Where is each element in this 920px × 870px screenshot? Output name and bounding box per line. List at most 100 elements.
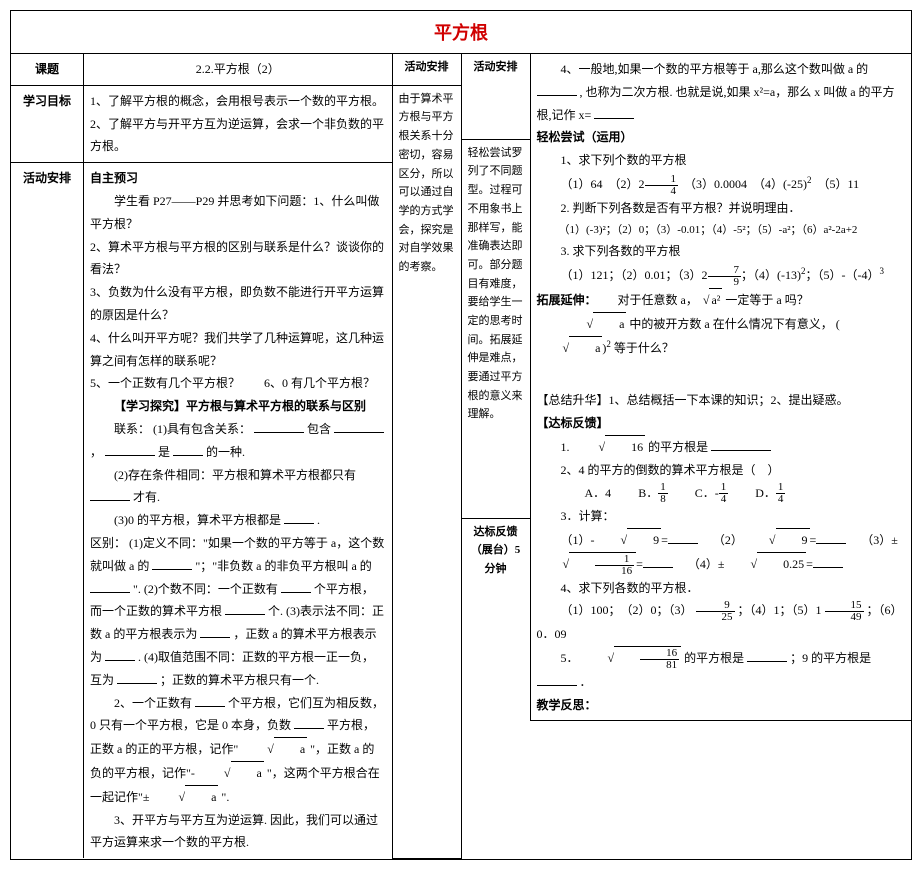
blank	[225, 602, 265, 615]
goals-cell: 1、了解平方根的概念，会用根号表示一个数的平方根。 2、了解平方与开平方互为逆运…	[84, 85, 393, 162]
ext: 拓展延伸： 对于任意数 a， a² 一定等于 a 吗？	[537, 288, 906, 312]
spacer	[537, 359, 906, 389]
link1e: 的一种.	[206, 445, 245, 459]
diff3c: .	[138, 650, 141, 664]
ext-q2b: 等于什么？	[614, 341, 674, 355]
blank	[668, 531, 698, 544]
sqrt-a-icon: a	[537, 336, 603, 360]
blank	[711, 438, 771, 451]
preview-q3: 3、负数为什么没有平方根，即负数不能进行开平方运算的原因是什么？	[90, 281, 386, 327]
fb5: 5． 1681 的平方根是 ；9 的平方根是 ．	[537, 646, 906, 694]
link1c: ，	[90, 445, 102, 459]
blank	[284, 511, 314, 524]
fb2d: D．	[755, 486, 776, 500]
link3: (3)0 的平方根，算术平方根都是 .	[90, 509, 386, 532]
fb1: 1. 16 的平方根是	[537, 435, 906, 459]
fb3-line: （1）-9= （2）9= （3）±116= （4）±0.25=	[537, 528, 906, 577]
topic-value: 2.2.平方根（2）	[84, 54, 393, 85]
blank	[200, 625, 230, 638]
blank	[254, 420, 304, 433]
blank	[594, 106, 634, 119]
link1d: 是	[158, 445, 170, 459]
fb3-2a: （2）	[713, 533, 743, 547]
worksheet-page: 平方根 课题 2.2.平方根（2） 活动安排 学习目标 1、了解平方根的概念，会…	[10, 10, 912, 860]
ext-title: 拓展延伸：	[537, 293, 591, 307]
activity-header-r: 活动安排	[462, 54, 531, 139]
columns: 课题 2.2.平方根（2） 活动安排 学习目标 1、了解平方根的概念，会用根号表…	[11, 54, 911, 859]
ext-q1b: 一定等于 a 吗？	[725, 293, 808, 307]
preview-q4: 4、什么叫开平方呢？我们共学了几种运算呢，这几种运算之间有怎样的联系呢？	[90, 327, 386, 373]
sqrt-9-icon: 9	[743, 528, 810, 552]
blank	[334, 420, 384, 433]
blank	[813, 555, 843, 568]
right-main: 4、一般地,如果一个数的平方根等于 a,那么这个数叫做 a 的 , 也称为二次方…	[530, 54, 911, 721]
right-column: 活动安排 4、一般地,如果一个数的平方根等于 a,那么这个数叫做 a 的 , 也…	[462, 54, 912, 859]
left-column: 课题 2.2.平方根（2） 活动安排 学习目标 1、了解平方根的概念，会用根号表…	[11, 54, 462, 859]
sqrt-16-icon: 16	[573, 435, 646, 459]
p4a: 4、一般地,如果一个数的平方根等于 a,那么这个数叫做 a 的	[561, 62, 869, 76]
link-label: 联系：	[114, 422, 150, 436]
left-side-notes: 由于算术平方根与平方根关系十分密切，容易区分，所以可以通过自学的方式学会，探究是…	[392, 85, 461, 858]
left-table: 课题 2.2.平方根（2） 活动安排 学习目标 1、了解平方根的概念，会用根号表…	[11, 54, 461, 859]
sqrt-025-icon: 0.25	[724, 552, 806, 576]
blank	[537, 673, 577, 686]
summary: 【总结升华】1、总结概括一下本课的知识；2、提出疑惑。	[537, 389, 906, 412]
ext-q2a: 中的被开方数 a 在什么情况下有意义，	[629, 317, 832, 331]
topic-label: 课题	[11, 54, 84, 85]
fb5d: ．	[580, 675, 592, 689]
try-title: 轻松尝试（运用）	[537, 126, 906, 149]
fb3-3a: （3）±	[861, 533, 898, 547]
link2a: (2)存在条件相同：平方根和算术平方根都只有	[114, 468, 356, 482]
blank	[294, 716, 324, 729]
sqrt-9-icon: 9	[595, 528, 662, 552]
main-content: 自主预习 学生看 P27——P29 并思考如下问题：1、什么叫做平方根？ 2、算…	[84, 163, 393, 858]
try1: 1、求下列个数的平方根	[537, 149, 906, 172]
sqrt-a-icon: a	[198, 761, 264, 785]
feedback-label: 达标反馈（展台）5 分钟	[462, 518, 531, 721]
fb3-1b: =	[661, 533, 668, 547]
page-title: 平方根	[11, 11, 911, 54]
fb5a: 5．	[561, 651, 579, 665]
diff2: (2)个数不同：一个正数有	[144, 582, 278, 596]
fb2c: C．-	[695, 486, 719, 500]
fb2: 2、4 的平方的倒数的算术平方根是（ ）	[537, 459, 906, 482]
diff4b: ；正数的算术平方根只有一个.	[160, 673, 319, 687]
activity-header: 活动安排	[392, 54, 461, 85]
para3: 3、开平方与平方互为逆运算. 因此，我们可以通过平方运算来求一个数的平方根.	[90, 809, 386, 855]
link1a: (1)具有包含关系：	[153, 422, 251, 436]
fb3-2b: =	[810, 533, 817, 547]
diff2c: 个.	[268, 604, 283, 618]
fb1a: 1.	[561, 440, 573, 454]
goals-label: 学习目标	[11, 85, 84, 162]
goal-1: 1、了解平方根的概念，会用根号表示一个数的平方根。	[90, 90, 386, 113]
preview-q2: 2、算术平方根与平方根的区别与联系是什么？谈谈你的看法？	[90, 236, 386, 282]
fb1b: 的平方根是	[648, 440, 708, 454]
blank	[195, 694, 225, 707]
try2: 2. 判断下列各数是否有平方根？并说明理由．	[537, 197, 906, 220]
link2: (2)存在条件相同：平方根和算术平方根都只有 才有.	[90, 464, 386, 510]
blank	[537, 83, 577, 96]
try3-opts: （1）121；（2）0.01；（3）279；（4）(-13)2；（5）-（-4）…	[537, 263, 906, 288]
p2f: ".	[221, 790, 229, 804]
para2: 2、一个正数有 个平方根，它们互为相反数，0 只有一个平方根，它是 0 本身，负…	[90, 692, 386, 809]
diff1b: "；"非负数 a 的非负平方根叫 a 的	[195, 559, 371, 573]
fb5b: 的平方根是	[684, 651, 744, 665]
fb3: 3．计算：	[537, 505, 906, 528]
ext-q1a: 对于任意数 a，	[618, 293, 698, 307]
try3: 3. 求下列各数的平方根	[537, 240, 906, 263]
preview-q5: 5、一个正数有几个平方根？ 6、0 有几个平方根？	[90, 372, 386, 395]
fb3-4a: （4）±	[688, 557, 725, 571]
preview-title: 自主预习	[90, 167, 386, 190]
link-block: 联系： (1)具有包含关系： 包含 ， 是 的一种.	[90, 418, 386, 464]
sqrt-a-icon: a	[241, 737, 307, 761]
fb4: 4、求下列各数的平方根．	[537, 577, 906, 600]
explore-title: 【学习探究】平方根与算术平方根的联系与区别	[90, 395, 386, 418]
sqrt-a2-icon: a²	[701, 288, 723, 312]
blank	[117, 671, 157, 684]
diff1c: ".	[133, 582, 141, 596]
feedback-title: 【达标反馈】	[537, 412, 906, 435]
fb2a: A．4	[585, 486, 612, 500]
blank	[281, 580, 311, 593]
sqrt-a-icon: a	[561, 312, 627, 336]
sqrt-a-icon: a	[153, 785, 219, 809]
